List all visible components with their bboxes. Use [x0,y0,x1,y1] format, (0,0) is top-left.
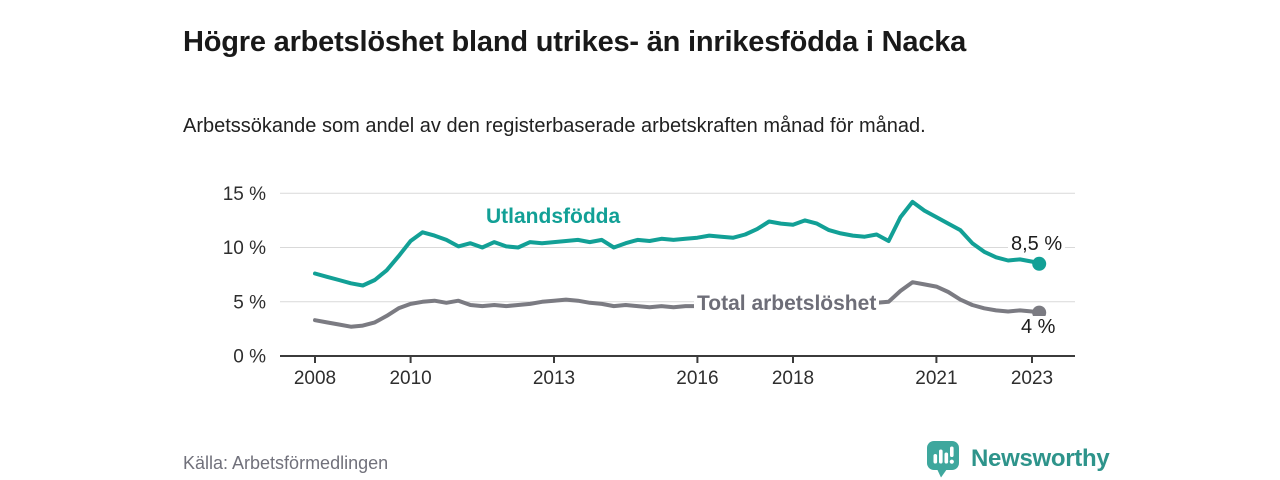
end-value-label-total: 4 % [1018,316,1059,339]
y-tick-label: 10 % [223,238,266,259]
x-tick-label: 2018 [772,368,814,389]
x-tick-label: 2008 [294,368,336,389]
x-tick-label: 2023 [1011,368,1053,389]
x-tick-label: 2021 [915,368,957,389]
x-tick-label: 2013 [533,368,575,389]
unemployment-chart: 0 % 5 % 10 % 15 % 2008 2010 2013 2016 2018 2021 20… [223,184,1075,389]
end-value-label-utlandsfodda: 8,5 % [1008,233,1066,256]
newsworthy-wordmark: Newsworthy [971,445,1110,472]
series-label-utlandsfodda: Utlandsfödda [483,205,624,229]
chart-subtitle: Arbetssökande som andel av den registerb… [183,115,926,137]
series-line-total [313,280,1042,329]
series-line-utlandsfodda [313,199,1042,288]
y-tick-label: 5 % [233,292,266,313]
newsworthy-logo[interactable]: Newsworthy [926,440,1110,478]
x-tick-label: 2010 [389,368,431,389]
series-label-total: Total arbetslöshet [694,292,880,316]
y-tick-label: 0 % [233,347,266,368]
y-tick-label: 15 % [223,184,266,205]
source-attribution: Källa: Arbetsförmedlingen [183,453,389,473]
page-title: Högre arbetslöshet bland utrikes- än inr… [183,26,967,59]
x-tick-label: 2016 [676,368,718,389]
bar-chart-speech-bubble-icon [926,440,962,478]
series-end-dot-utlandsfodda [1032,256,1047,271]
